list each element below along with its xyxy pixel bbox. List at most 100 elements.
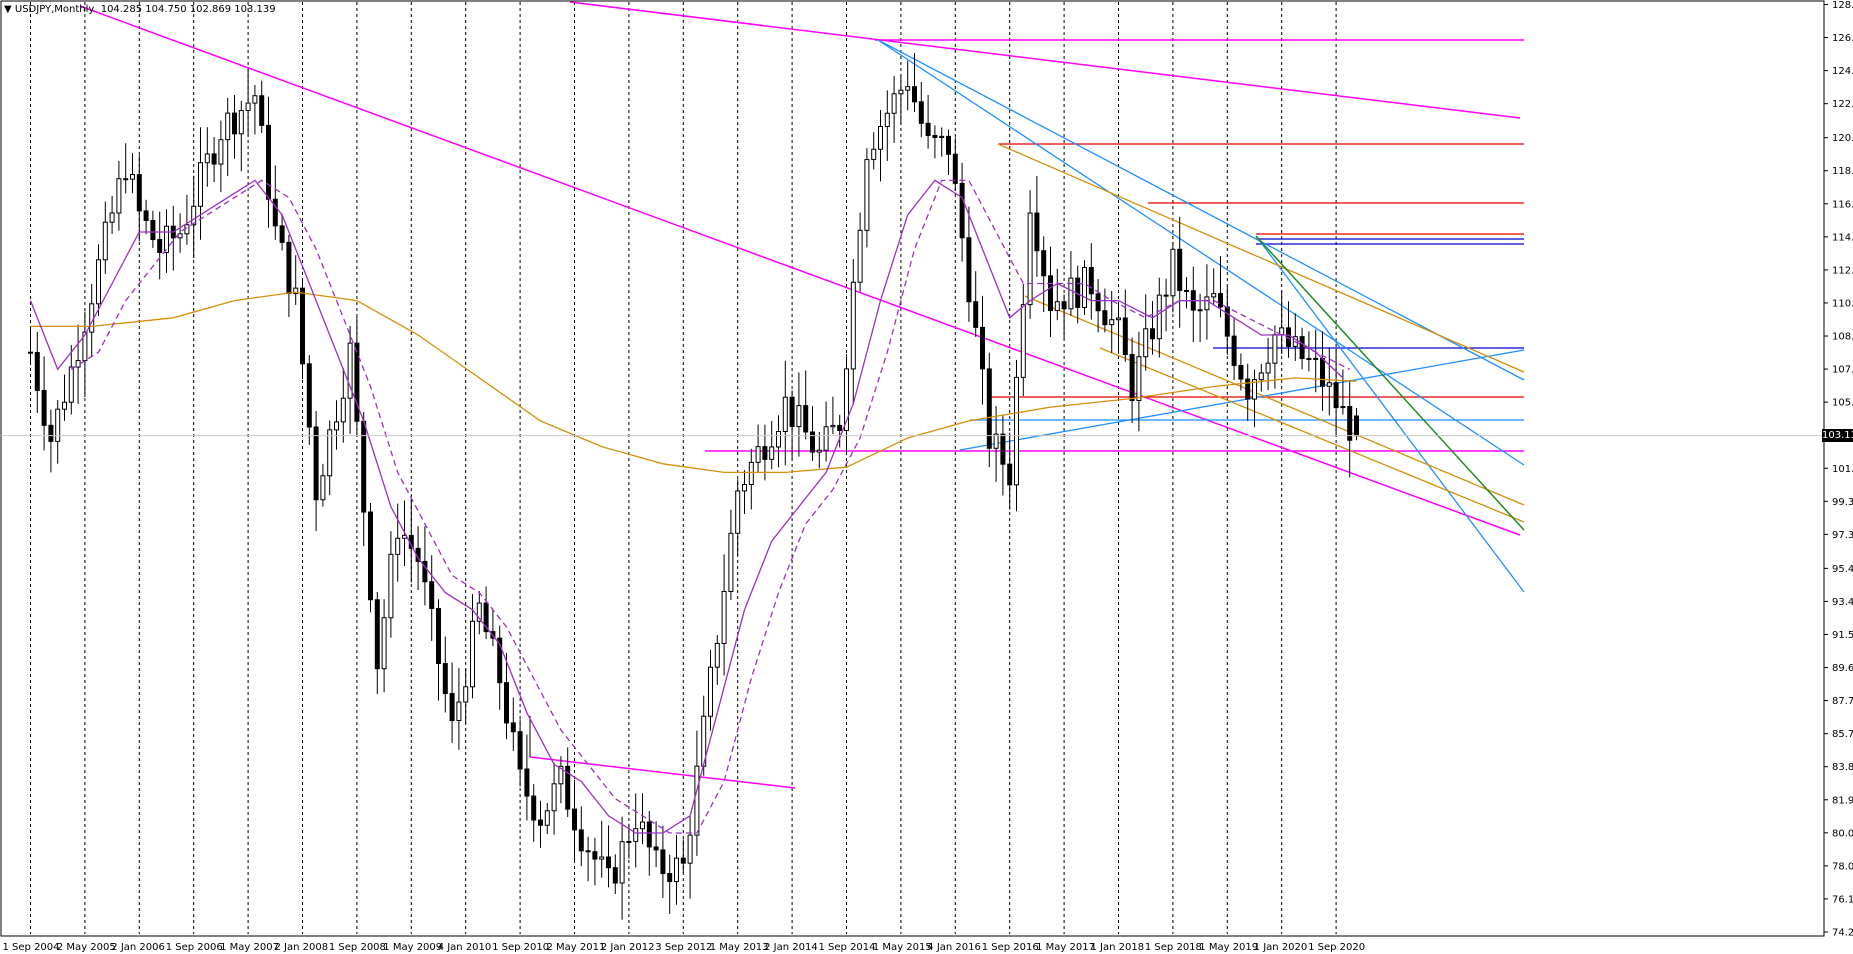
candle-body — [1041, 250, 1047, 277]
candle-body — [381, 617, 387, 670]
candle-body — [422, 560, 428, 583]
candle-body — [34, 352, 40, 391]
candle-body — [1245, 378, 1251, 400]
candle-body — [735, 490, 741, 534]
candle-body — [986, 368, 992, 449]
candle-body — [279, 225, 285, 243]
candle-body — [796, 405, 802, 428]
y-tick-label: 91.560 — [1832, 630, 1853, 641]
candle-body — [1027, 212, 1033, 306]
candle-body — [340, 397, 346, 423]
candle-body — [687, 834, 693, 864]
y-tick-label: 81.935 — [1832, 795, 1853, 806]
y-tick-label: 87.710 — [1832, 696, 1853, 707]
candle-body — [347, 342, 353, 399]
candle-body — [572, 808, 577, 831]
y-tick-label: 110.865 — [1832, 298, 1853, 309]
candle-body — [1272, 334, 1278, 364]
candle-body — [504, 682, 509, 724]
candle-body — [327, 429, 333, 477]
blue-trendline — [877, 39, 1525, 381]
candle-body — [306, 363, 312, 428]
candle-body — [776, 431, 781, 448]
candle-body — [232, 112, 237, 135]
candle-body — [374, 599, 380, 670]
y-tick-label: 85.785 — [1832, 729, 1853, 740]
candle-body — [558, 765, 564, 785]
candle-body — [41, 389, 47, 426]
candle-body — [1061, 301, 1067, 310]
candle-body — [1184, 289, 1189, 292]
candle-body — [1136, 356, 1142, 401]
candle-body — [55, 408, 61, 442]
candle-body — [388, 553, 394, 619]
candle-body — [96, 259, 101, 305]
candle-body — [789, 396, 795, 428]
candle-body — [313, 426, 319, 501]
x-tick-label: 1 May 2017 — [1036, 942, 1095, 953]
candle-body — [823, 426, 829, 451]
candle-body — [952, 153, 958, 184]
candle-body — [1252, 379, 1257, 400]
candle-body — [177, 233, 183, 239]
candle-body — [585, 850, 591, 853]
candle-body — [966, 237, 972, 303]
candle-body — [1095, 293, 1101, 312]
candle-body — [531, 795, 537, 821]
candle-body — [1238, 364, 1244, 380]
candle-body — [456, 701, 462, 721]
y-tick-label: 99.315 — [1832, 497, 1853, 508]
candle-body — [803, 405, 809, 433]
candle-body — [1000, 433, 1006, 465]
x-tick-label: 1 Sep 2004 — [3, 942, 60, 953]
candle-body — [1354, 415, 1359, 437]
candle-body — [816, 449, 822, 453]
x-tick-label: 1 May 2007 — [220, 942, 279, 953]
candle-body — [75, 360, 81, 368]
candle-body — [1048, 275, 1053, 311]
candle-body — [157, 239, 163, 253]
candle-body — [973, 301, 979, 328]
moving-averages — [29, 179, 1357, 834]
candle-body — [334, 421, 339, 431]
y-tick-label: 126.320 — [1832, 33, 1853, 44]
candle-body — [714, 642, 720, 668]
candle-body — [476, 602, 482, 622]
y-tick-label: 89.635 — [1832, 663, 1853, 674]
collapse-arrow-icon[interactable]: ▼ — [4, 4, 12, 15]
candle-body — [272, 198, 278, 227]
candle-body — [266, 124, 271, 200]
candle-body — [830, 424, 836, 428]
x-tick-label: 2 Jan 2008 — [275, 942, 329, 953]
x-tick-label: 1 Jan 2018 — [1091, 942, 1145, 953]
candle-body — [130, 174, 135, 180]
candle-body — [1034, 212, 1040, 252]
orange-channel-line — [1024, 295, 1525, 506]
candle-body — [1204, 296, 1210, 311]
candle-body — [218, 139, 224, 165]
x-tick-label: 1 Sep 2016 — [982, 942, 1039, 953]
candle-body — [1150, 328, 1155, 340]
x-tick-label: 4 Jan 2016 — [927, 942, 981, 953]
magenta-trendline — [569, 1, 1521, 119]
x-tick-label: 4 Jan 2010 — [438, 942, 492, 953]
chart-header: ▼ USDJPY,Monthly 104.285 104.750 102.869… — [4, 4, 276, 15]
candle-body — [1320, 357, 1325, 387]
moving-average-slow — [30, 291, 1357, 474]
green-trendline — [1255, 235, 1525, 531]
candle-body — [1102, 310, 1108, 326]
plot-frame — [0, 0, 1825, 937]
x-tick-label: 1 May 2009 — [383, 942, 442, 953]
candle-body — [1156, 294, 1162, 340]
orange-channel-line — [1099, 347, 1525, 523]
candle-body — [1299, 336, 1305, 360]
y-tick-label: 124.395 — [1832, 66, 1853, 77]
blue-trendline — [877, 39, 1525, 466]
candle-body — [748, 461, 754, 485]
candle-body — [891, 93, 897, 114]
y-tick-label: 97.390 — [1832, 530, 1853, 541]
candle-body — [762, 446, 768, 460]
candle-body — [164, 225, 169, 253]
y-tick-label: 80.010 — [1832, 828, 1853, 839]
